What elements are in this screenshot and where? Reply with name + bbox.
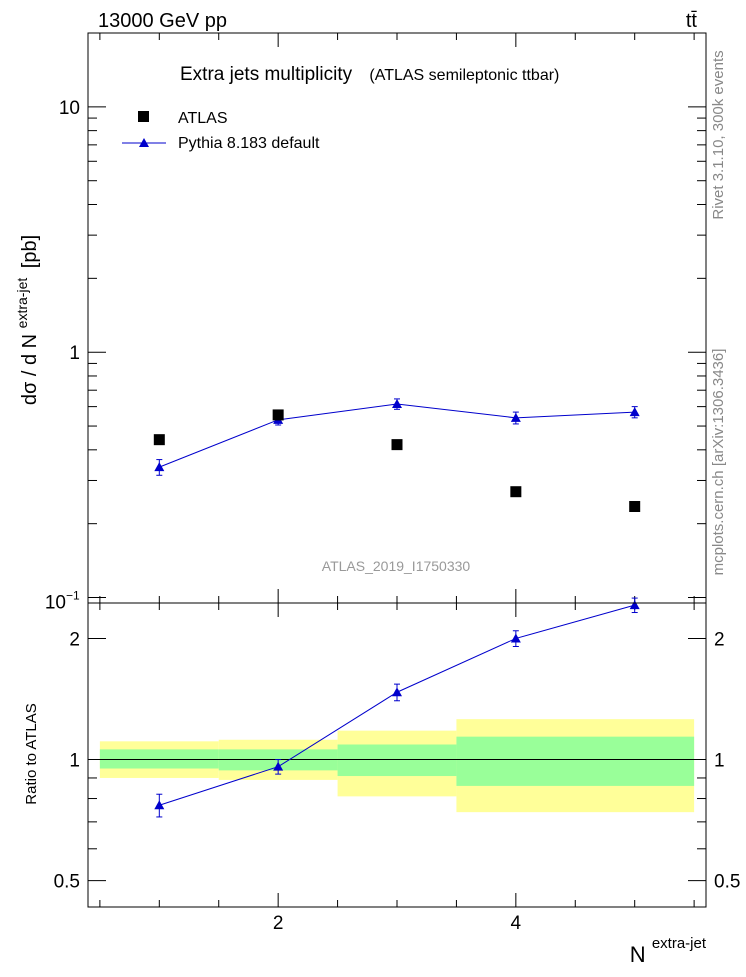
x-tick-label: 4 — [511, 913, 522, 934]
mc-point — [392, 398, 402, 408]
mc-series — [154, 398, 640, 476]
ratio-point — [510, 633, 521, 643]
ratio-ticks — [88, 603, 706, 907]
main-y-axis-title-main: dσ / d N — [19, 334, 41, 405]
header-left: 13000 GeV pp — [98, 10, 227, 32]
ratio-point — [154, 800, 165, 810]
rivet-label: Rivet 3.1.10, 300k events — [710, 50, 727, 219]
ratio-band-inner — [456, 736, 695, 786]
legend: ATLAS Pythia 8.183 default — [122, 110, 320, 152]
header-right: tt̄ — [686, 10, 698, 32]
main-y-axis-title-sup: extra-jet — [14, 278, 30, 329]
ratio-mc-series — [154, 597, 640, 818]
ratio-y-tick-labels: 0.5 0.5 1 1 2 2 — [54, 629, 741, 892]
main-y-tick-label: 1 — [69, 343, 80, 364]
ratio-point — [629, 600, 640, 610]
ratio-point — [392, 687, 402, 697]
legend-marker-mc — [139, 138, 149, 147]
chart-title-main: Extra jets multiplicity — [180, 64, 353, 85]
x-axis-title-sup: extra-jet — [652, 935, 707, 952]
data-point — [391, 439, 403, 451]
main-y-tick-label: 10 — [59, 98, 80, 119]
ratio-frame — [87, 602, 707, 908]
mc-point — [510, 412, 521, 422]
main-y-axis-title-unit: [pb] — [19, 235, 41, 268]
x-axis-title-main: N — [630, 942, 646, 967]
ratio-y-tick-label: 2 — [69, 629, 80, 650]
data-point — [510, 486, 522, 498]
ratio-bands — [99, 719, 695, 813]
mcplots-label: mcplots.cern.ch [arXiv:1306.3436] — [710, 349, 727, 576]
data-point — [629, 500, 641, 512]
mc-point — [629, 407, 640, 417]
data-point — [153, 434, 165, 446]
ratio-band-inner — [337, 744, 457, 777]
ratio-y-tick-label: 1 — [69, 751, 80, 772]
mc-line — [159, 403, 635, 468]
ratio-y-tick-label-right: 1 — [714, 751, 725, 772]
ratio-y-axis-title: Ratio to ATLAS — [23, 703, 40, 804]
main-y-tick-exp: −1 — [66, 589, 80, 603]
x-tick-label: 2 — [273, 913, 284, 934]
legend-label-data: ATLAS — [178, 110, 228, 127]
chart-title-sub: (ATLAS semileptonic ttbar) — [369, 67, 559, 84]
chart-title: Extra jets multiplicity (ATLAS semilepto… — [180, 64, 559, 85]
ratio-y-tick-label-right: 0.5 — [714, 872, 740, 893]
main-y-axis-title: dσ / d N extra-jet [pb] — [10, 235, 41, 405]
legend-marker-data — [138, 111, 149, 122]
data-point — [272, 409, 284, 421]
data-series — [153, 409, 641, 512]
ratio-y-tick-label: 0.5 — [54, 872, 80, 893]
analysis-label: ATLAS_2019_I1750330 — [322, 558, 471, 574]
main-y-tick-label: 10 — [45, 593, 66, 614]
x-axis-title: N extra-jet — [630, 935, 707, 967]
ratio-band-inner — [99, 749, 219, 769]
mc-point — [154, 462, 165, 472]
ratio-y-tick-label-right: 2 — [714, 629, 725, 650]
ratio-point — [273, 761, 284, 771]
legend-label-mc: Pythia 8.183 default — [178, 135, 320, 152]
